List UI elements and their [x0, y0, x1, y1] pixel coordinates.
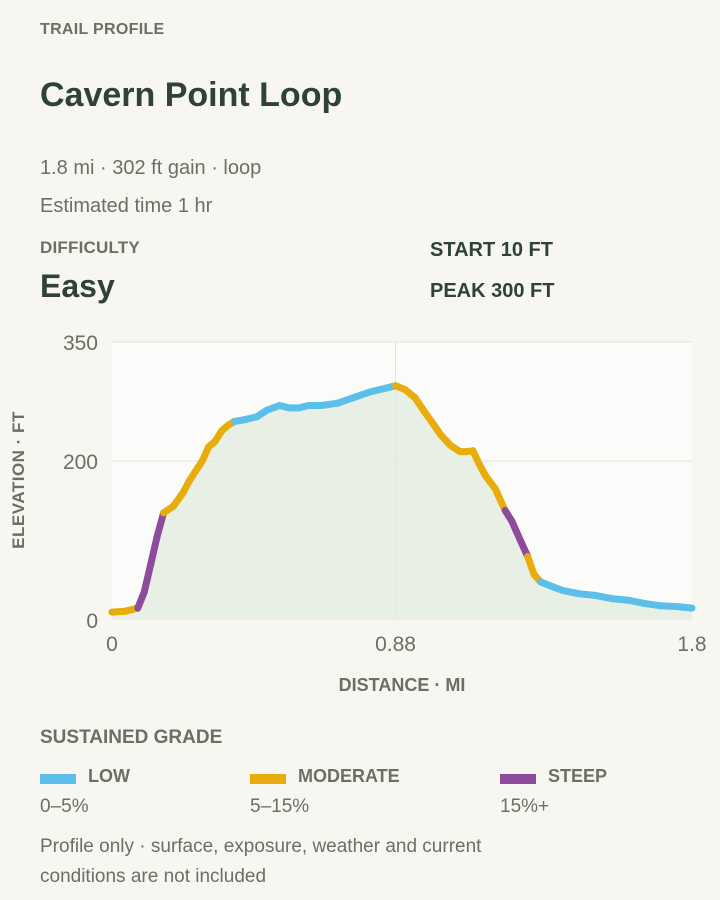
x-axis-label: DISTANCE · MI	[339, 675, 466, 695]
difficulty-value: Easy	[40, 268, 115, 304]
y-axis-ticks: 0 200 350	[63, 332, 98, 633]
legend-range-steep: 15%+	[500, 796, 550, 817]
profile-line	[108, 382, 696, 616]
start-elevation: START 10 FT	[430, 239, 553, 261]
trail-summary: 1.8 mi · 302 ft gain · loop	[40, 157, 262, 179]
legend-range-low: 0–5%	[40, 796, 89, 817]
y-axis-label: ELEVATION · FT	[9, 411, 28, 549]
profile-segment-steep	[153, 509, 168, 541]
estimated-time: Estimated time 1 hr	[40, 195, 213, 217]
x-axis-ticks: 0 0.88 1.8	[106, 633, 706, 656]
legend-name-low: LOW	[88, 766, 130, 786]
profile-segment-low	[672, 603, 696, 612]
eyebrow-label: TRAIL PROFILE	[40, 21, 165, 38]
y-tick-label: 350	[63, 332, 98, 355]
trail-title: Cavern Point Loop	[40, 76, 343, 114]
disclaimer-note: Profile only · surface, exposure, weathe…	[40, 836, 482, 887]
legend-title: SUSTAINED GRADE	[40, 727, 223, 748]
difficulty-label: DIFFICULTY	[40, 238, 140, 257]
legend-swatch-steep	[500, 774, 536, 784]
legend-range-moderate: 5–15%	[250, 796, 310, 817]
elevation-area	[112, 385, 692, 620]
profile-segment-moderate	[491, 485, 509, 514]
legend-swatch-moderate	[250, 774, 286, 784]
profile-segment-steep	[140, 560, 155, 596]
legend-name-moderate: MODERATE	[298, 766, 400, 786]
y-tick-label: 200	[63, 451, 98, 474]
peak-elevation: PEAK 300 FT	[430, 280, 555, 302]
legend-name-steep: STEEP	[548, 766, 608, 786]
profile-segment-steep	[508, 517, 525, 546]
y-tick-label: 0	[86, 610, 98, 633]
x-tick-label: 1.8	[677, 633, 706, 656]
profile-segment-steep	[147, 533, 161, 568]
x-tick-label: 0.88	[375, 633, 416, 656]
legend-swatch-low	[40, 774, 76, 784]
elevation-chart: 0 200 350 0 0.88 1.8 DISTANCE · MI ELEVATION…	[9, 332, 707, 695]
x-tick-label: 0	[106, 633, 118, 656]
